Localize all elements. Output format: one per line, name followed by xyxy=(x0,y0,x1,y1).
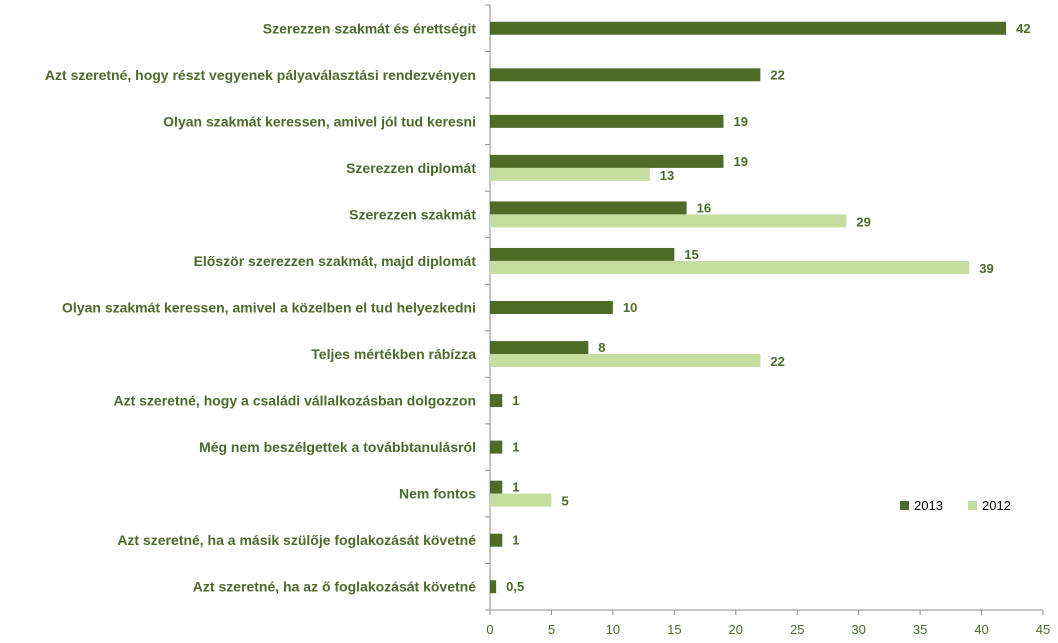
x-tick-label: 40 xyxy=(974,622,988,637)
bar-2013 xyxy=(490,115,723,128)
x-tick-label: 5 xyxy=(548,622,555,637)
bar-2012 xyxy=(490,168,650,181)
x-tick-label: 45 xyxy=(1036,622,1050,637)
x-tick-label: 30 xyxy=(851,622,865,637)
bar-2013 xyxy=(490,394,502,407)
data-label-2013: 10 xyxy=(623,300,637,315)
data-label-2013: 42 xyxy=(1016,21,1030,36)
category-label: Azt szeretné, ha a másik szülője foglako… xyxy=(117,532,476,548)
bar-2013 xyxy=(490,248,674,261)
category-label: Olyan szakmát keressen, amivel jól tud k… xyxy=(163,113,476,129)
data-label-2013: 1 xyxy=(512,533,519,548)
category-label: Teljes mértékben rábízza xyxy=(311,346,476,362)
legend-swatch-2012 xyxy=(968,501,977,510)
x-tick-label: 35 xyxy=(913,622,927,637)
x-tick-label: 20 xyxy=(729,622,743,637)
bar-2013 xyxy=(490,441,502,454)
category-label: Szerezzen diplomát xyxy=(346,160,476,176)
category-label: Még nem beszélgettek a továbbtanulásról xyxy=(199,439,476,455)
bar-2013 xyxy=(490,580,496,593)
data-label-2012: 13 xyxy=(660,168,674,183)
data-label-2013: 1 xyxy=(512,440,519,455)
category-label: Azt szeretné, hogy részt vegyenek pályav… xyxy=(45,67,476,83)
legend-label-2012: 2012 xyxy=(982,498,1011,513)
data-label-2013: 1 xyxy=(512,393,519,408)
category-label: Szerezzen szakmát és érettségit xyxy=(263,20,477,36)
bar-2012 xyxy=(490,494,551,507)
category-label: Először szerezzen szakmát, majd diplomát xyxy=(194,253,477,269)
data-label-2012: 29 xyxy=(856,214,870,229)
data-label-2012: 5 xyxy=(561,494,568,509)
bar-2013 xyxy=(490,481,502,494)
bar-2012 xyxy=(490,354,760,367)
x-tick-label: 0 xyxy=(486,622,493,637)
data-label-2013: 0,5 xyxy=(506,579,524,594)
legend-label-2013: 2013 xyxy=(914,498,943,513)
category-label: Nem fontos xyxy=(399,486,476,502)
data-label-2013: 8 xyxy=(598,340,605,355)
bar-2013 xyxy=(490,68,760,81)
bar-2013 xyxy=(490,301,613,314)
bar-2013 xyxy=(490,341,588,354)
data-label-2013: 15 xyxy=(684,247,698,262)
bar-2012 xyxy=(490,261,969,274)
data-label-2013: 22 xyxy=(770,67,784,82)
bar-2013 xyxy=(490,155,723,168)
data-label-2013: 19 xyxy=(733,154,747,169)
x-tick-label: 15 xyxy=(667,622,681,637)
data-label-2012: 39 xyxy=(979,261,993,276)
category-label: Azt szeretné, hogy a családi vállalkozás… xyxy=(113,393,476,409)
data-label-2013: 19 xyxy=(733,114,747,129)
legend-swatch-2013 xyxy=(900,501,909,510)
category-label: Olyan szakmát keressen, amivel a közelbe… xyxy=(62,300,476,316)
bar-2013 xyxy=(490,22,1006,35)
category-label: Szerezzen szakmát xyxy=(349,206,476,222)
x-tick-label: 25 xyxy=(790,622,804,637)
x-tick-label: 10 xyxy=(606,622,620,637)
data-label-2013: 16 xyxy=(697,200,711,215)
category-label: Azt szeretné, ha az ő foglakozását követ… xyxy=(193,579,476,595)
bar-2012 xyxy=(490,214,846,227)
bar-2013 xyxy=(490,534,502,547)
bar-2013 xyxy=(490,201,687,214)
data-label-2012: 22 xyxy=(770,354,784,369)
data-label-2013: 1 xyxy=(512,480,519,495)
